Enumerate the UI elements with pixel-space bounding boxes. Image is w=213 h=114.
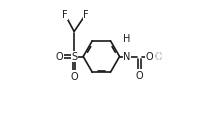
Text: O: O <box>155 52 163 62</box>
Text: F: F <box>62 10 67 20</box>
Text: O: O <box>155 52 163 62</box>
Text: N: N <box>123 52 131 62</box>
Text: S: S <box>71 52 77 62</box>
Text: O: O <box>146 52 154 62</box>
Text: H: H <box>123 34 131 44</box>
Text: O: O <box>70 71 78 81</box>
Text: F: F <box>83 10 89 20</box>
Text: O: O <box>136 70 143 80</box>
Text: O: O <box>56 52 63 62</box>
